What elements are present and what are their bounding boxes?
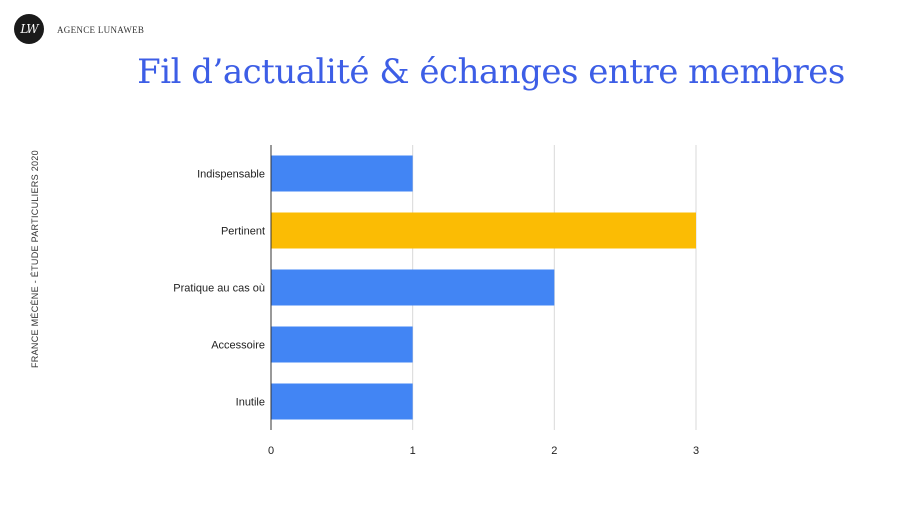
bar-inutile (271, 383, 413, 420)
category-label: Indispensable (197, 169, 265, 181)
category-labels: Indispensable Pertinent Pratique au cas où… (173, 169, 265, 409)
x-tick-label: 1 (410, 445, 416, 457)
agency-name: AGENCE LUNAWEB (57, 25, 145, 35)
category-label: Inutile (236, 397, 265, 409)
bar-pertinent (271, 212, 696, 249)
bar-pratique-au-cas-o- (271, 269, 555, 306)
slide-title: Fil d’actualité & échanges entre membres (137, 52, 845, 92)
tick-labels: 0 1 2 3 (268, 445, 699, 457)
bar-accessoire (271, 326, 413, 363)
category-label: Pratique au cas où (173, 283, 265, 295)
x-tick-label: 2 (551, 445, 557, 457)
bar-indispensable (271, 155, 413, 192)
bars (271, 155, 696, 420)
category-label: Pertinent (221, 226, 265, 238)
logo-letters: LW (20, 22, 38, 36)
agency-logo: LW (14, 14, 44, 44)
x-tick-label: 3 (693, 445, 699, 457)
x-tick-label: 0 (268, 445, 274, 457)
category-label: Accessoire (211, 340, 265, 352)
